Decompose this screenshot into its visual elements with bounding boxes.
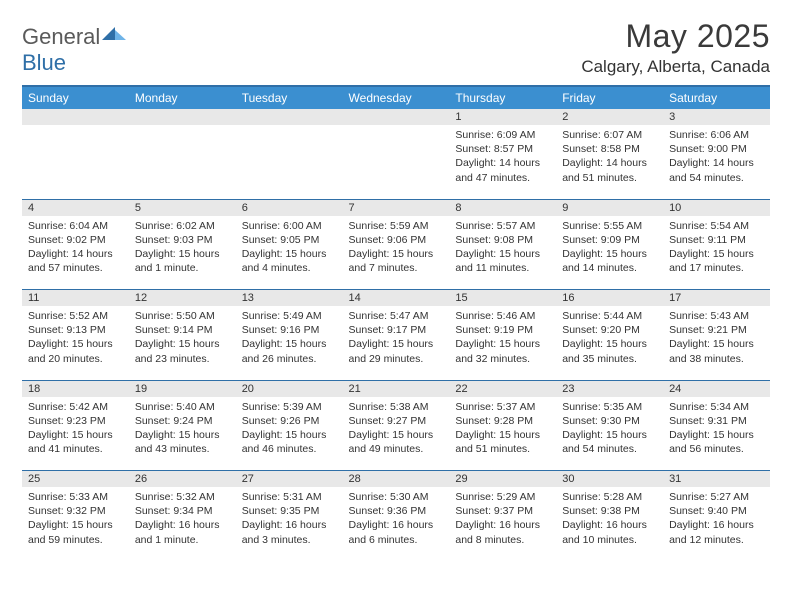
day-detail-cell: Sunrise: 5:47 AMSunset: 9:17 PMDaylight:… xyxy=(343,306,450,380)
day-number-cell xyxy=(236,109,343,125)
day-detail-cell: Sunrise: 5:32 AMSunset: 9:34 PMDaylight:… xyxy=(129,487,236,561)
day-number-cell: 28 xyxy=(343,471,450,488)
day-number-cell: 2 xyxy=(556,109,663,125)
day-number-cell: 17 xyxy=(663,290,770,307)
day-number-cell xyxy=(343,109,450,125)
day-number-cell: 1 xyxy=(449,109,556,125)
day-detail-cell: Sunrise: 5:46 AMSunset: 9:19 PMDaylight:… xyxy=(449,306,556,380)
day-number-cell: 4 xyxy=(22,199,129,216)
day-number-cell: 24 xyxy=(663,380,770,397)
week-detail-row: Sunrise: 5:33 AMSunset: 9:32 PMDaylight:… xyxy=(22,487,770,561)
day-number-cell: 10 xyxy=(663,199,770,216)
day-number-cell: 7 xyxy=(343,199,450,216)
brand-mark-icon xyxy=(102,24,128,49)
day-number-cell: 30 xyxy=(556,471,663,488)
location-text: Calgary, Alberta, Canada xyxy=(581,57,770,77)
title-block: May 2025 Calgary, Alberta, Canada xyxy=(581,18,770,77)
week-detail-row: Sunrise: 6:04 AMSunset: 9:02 PMDaylight:… xyxy=(22,216,770,290)
day-number-cell: 3 xyxy=(663,109,770,125)
day-number-cell: 31 xyxy=(663,471,770,488)
day-detail-cell: Sunrise: 5:27 AMSunset: 9:40 PMDaylight:… xyxy=(663,487,770,561)
day-header: Sunday xyxy=(22,86,129,109)
day-header: Thursday xyxy=(449,86,556,109)
day-detail-cell xyxy=(22,125,129,199)
day-detail-cell: Sunrise: 5:29 AMSunset: 9:37 PMDaylight:… xyxy=(449,487,556,561)
day-detail-cell: Sunrise: 6:00 AMSunset: 9:05 PMDaylight:… xyxy=(236,216,343,290)
day-detail-cell xyxy=(343,125,450,199)
brand-logo: GeneralBlue xyxy=(22,24,128,76)
week-number-row: 11121314151617 xyxy=(22,290,770,307)
day-number-cell: 27 xyxy=(236,471,343,488)
day-header: Saturday xyxy=(663,86,770,109)
day-detail-cell: Sunrise: 5:44 AMSunset: 9:20 PMDaylight:… xyxy=(556,306,663,380)
day-detail-cell: Sunrise: 5:54 AMSunset: 9:11 PMDaylight:… xyxy=(663,216,770,290)
day-detail-cell: Sunrise: 5:30 AMSunset: 9:36 PMDaylight:… xyxy=(343,487,450,561)
day-detail-cell: Sunrise: 5:39 AMSunset: 9:26 PMDaylight:… xyxy=(236,397,343,471)
day-number-cell xyxy=(22,109,129,125)
day-detail-cell: Sunrise: 5:34 AMSunset: 9:31 PMDaylight:… xyxy=(663,397,770,471)
day-detail-cell: Sunrise: 6:04 AMSunset: 9:02 PMDaylight:… xyxy=(22,216,129,290)
brand-word-2: Blue xyxy=(22,50,66,75)
day-detail-cell: Sunrise: 5:57 AMSunset: 9:08 PMDaylight:… xyxy=(449,216,556,290)
day-detail-cell: Sunrise: 5:40 AMSunset: 9:24 PMDaylight:… xyxy=(129,397,236,471)
day-detail-cell: Sunrise: 6:02 AMSunset: 9:03 PMDaylight:… xyxy=(129,216,236,290)
day-number-cell: 16 xyxy=(556,290,663,307)
calendar-body: 123Sunrise: 6:09 AMSunset: 8:57 PMDaylig… xyxy=(22,109,770,561)
day-number-cell: 12 xyxy=(129,290,236,307)
day-number-cell: 25 xyxy=(22,471,129,488)
day-number-cell: 5 xyxy=(129,199,236,216)
day-number-cell: 6 xyxy=(236,199,343,216)
day-detail-cell: Sunrise: 5:52 AMSunset: 9:13 PMDaylight:… xyxy=(22,306,129,380)
day-number-cell: 23 xyxy=(556,380,663,397)
day-header: Friday xyxy=(556,86,663,109)
calendar-table: SundayMondayTuesdayWednesdayThursdayFrid… xyxy=(22,85,770,561)
day-detail-cell: Sunrise: 5:43 AMSunset: 9:21 PMDaylight:… xyxy=(663,306,770,380)
day-detail-cell: Sunrise: 6:09 AMSunset: 8:57 PMDaylight:… xyxy=(449,125,556,199)
week-detail-row: Sunrise: 6:09 AMSunset: 8:57 PMDaylight:… xyxy=(22,125,770,199)
day-number-cell: 19 xyxy=(129,380,236,397)
day-header: Tuesday xyxy=(236,86,343,109)
day-detail-cell: Sunrise: 5:35 AMSunset: 9:30 PMDaylight:… xyxy=(556,397,663,471)
week-number-row: 25262728293031 xyxy=(22,471,770,488)
day-header: Monday xyxy=(129,86,236,109)
week-number-row: 45678910 xyxy=(22,199,770,216)
brand-word-1: General xyxy=(22,24,100,49)
calendar-head: SundayMondayTuesdayWednesdayThursdayFrid… xyxy=(22,86,770,109)
day-detail-cell: Sunrise: 5:33 AMSunset: 9:32 PMDaylight:… xyxy=(22,487,129,561)
day-number-cell: 21 xyxy=(343,380,450,397)
day-detail-cell: Sunrise: 5:31 AMSunset: 9:35 PMDaylight:… xyxy=(236,487,343,561)
month-title: May 2025 xyxy=(581,18,770,55)
day-number-cell: 11 xyxy=(22,290,129,307)
day-detail-cell: Sunrise: 5:38 AMSunset: 9:27 PMDaylight:… xyxy=(343,397,450,471)
day-number-cell: 29 xyxy=(449,471,556,488)
day-detail-cell: Sunrise: 5:50 AMSunset: 9:14 PMDaylight:… xyxy=(129,306,236,380)
week-detail-row: Sunrise: 5:42 AMSunset: 9:23 PMDaylight:… xyxy=(22,397,770,471)
day-detail-cell: Sunrise: 6:07 AMSunset: 8:58 PMDaylight:… xyxy=(556,125,663,199)
brand-text: GeneralBlue xyxy=(22,24,128,76)
day-header: Wednesday xyxy=(343,86,450,109)
day-detail-cell: Sunrise: 5:37 AMSunset: 9:28 PMDaylight:… xyxy=(449,397,556,471)
day-number-cell: 20 xyxy=(236,380,343,397)
day-detail-cell: Sunrise: 5:49 AMSunset: 9:16 PMDaylight:… xyxy=(236,306,343,380)
day-number-cell xyxy=(129,109,236,125)
header: GeneralBlue May 2025 Calgary, Alberta, C… xyxy=(22,18,770,77)
week-number-row: 18192021222324 xyxy=(22,380,770,397)
week-number-row: 123 xyxy=(22,109,770,125)
day-number-cell: 13 xyxy=(236,290,343,307)
day-detail-cell: Sunrise: 6:06 AMSunset: 9:00 PMDaylight:… xyxy=(663,125,770,199)
day-number-cell: 15 xyxy=(449,290,556,307)
day-detail-cell: Sunrise: 5:28 AMSunset: 9:38 PMDaylight:… xyxy=(556,487,663,561)
day-detail-cell: Sunrise: 5:42 AMSunset: 9:23 PMDaylight:… xyxy=(22,397,129,471)
day-number-cell: 8 xyxy=(449,199,556,216)
day-detail-cell: Sunrise: 5:59 AMSunset: 9:06 PMDaylight:… xyxy=(343,216,450,290)
week-detail-row: Sunrise: 5:52 AMSunset: 9:13 PMDaylight:… xyxy=(22,306,770,380)
day-detail-cell xyxy=(236,125,343,199)
day-detail-cell xyxy=(129,125,236,199)
day-number-cell: 14 xyxy=(343,290,450,307)
day-number-cell: 22 xyxy=(449,380,556,397)
day-number-cell: 18 xyxy=(22,380,129,397)
day-detail-cell: Sunrise: 5:55 AMSunset: 9:09 PMDaylight:… xyxy=(556,216,663,290)
day-number-cell: 26 xyxy=(129,471,236,488)
day-number-cell: 9 xyxy=(556,199,663,216)
